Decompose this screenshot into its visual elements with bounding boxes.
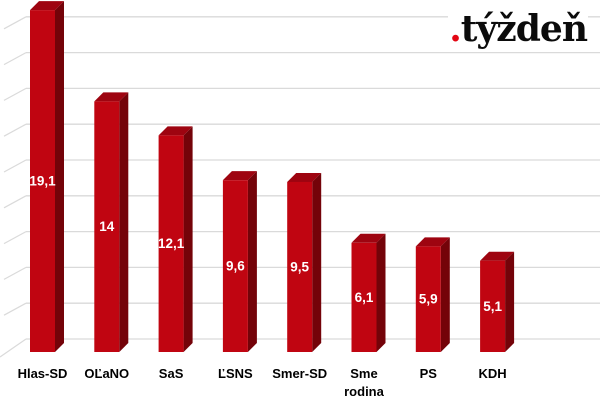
- bar-lsns-side: [247, 171, 257, 352]
- bar-value-label: 5,1: [483, 299, 502, 314]
- gridline-side-tick: [3, 123, 27, 137]
- tyzden-logo: .týždeň: [448, 11, 588, 47]
- logo-text: týždeň: [460, 8, 588, 50]
- gridline-side-tick: [3, 87, 27, 101]
- bar-hlas-sd-side: [55, 1, 64, 353]
- bar-value-label: 14: [99, 219, 115, 234]
- bar-lsns-top: [222, 171, 257, 181]
- bar-ps-side: [440, 237, 450, 352]
- category-label-olano: OĽaNO: [84, 366, 130, 381]
- category-label-kdh: KDH: [478, 366, 507, 381]
- category-label-ps: PS: [419, 366, 437, 381]
- bar-ps-front: [415, 246, 441, 352]
- gridline-side-tick: [3, 231, 27, 245]
- bar-ps-top: [415, 237, 450, 247]
- bar-hlas-sd-front: [30, 10, 55, 353]
- bar-sas-side: [183, 126, 193, 352]
- category-label-hlas-sd: Hlas-SD: [17, 366, 68, 381]
- gridline-side-tick: [3, 195, 27, 209]
- bar-value-label: 6,1: [355, 290, 374, 305]
- bar-kdh-top: [480, 251, 515, 261]
- bar-sme-rodina-front: [351, 242, 377, 352]
- bar-kdh-side: [505, 251, 515, 352]
- category-label-smer-sd: Smer-SD: [272, 366, 328, 381]
- bar-olano-top: [94, 92, 129, 102]
- bar-hlas-sd-top: [30, 1, 64, 11]
- category-label-sas: SaS: [158, 366, 184, 381]
- bar-smer-sd-front: [287, 181, 313, 352]
- bar-value-label: 9,6: [226, 259, 245, 274]
- gridline-side-tick: [3, 52, 27, 66]
- bar-kdh-front: [480, 260, 506, 352]
- gridline-side-tick: [3, 266, 27, 280]
- category-label-sme-rodina: Sme rodina: [344, 366, 384, 399]
- bar-sme-rodina-top: [351, 233, 386, 243]
- bar-olano-front: [94, 101, 120, 353]
- gridline-side-tick: [3, 16, 27, 30]
- bar-value-label: 5,9: [419, 292, 438, 307]
- gridline-side-tick: [3, 159, 27, 173]
- bar-lsns-front: [222, 180, 248, 352]
- bar-value-label: 9,5: [290, 259, 309, 274]
- gridline-side-tick: [3, 302, 27, 316]
- bar-value-label: 12,1: [158, 236, 185, 251]
- bar-sas-top: [158, 126, 193, 136]
- category-label-lsns: ĽSNS: [218, 366, 253, 381]
- bar-value-label: 19,1: [29, 174, 56, 189]
- gridline-side-tick: [0, 338, 27, 358]
- bar-smer-sd-side: [312, 172, 322, 352]
- bar-olano-side: [119, 92, 129, 353]
- bar-sme-rodina-side: [376, 233, 386, 352]
- logo-dot-icon: .: [449, 8, 462, 50]
- bar-sas-front: [158, 135, 184, 352]
- bar-smer-sd-top: [287, 172, 322, 182]
